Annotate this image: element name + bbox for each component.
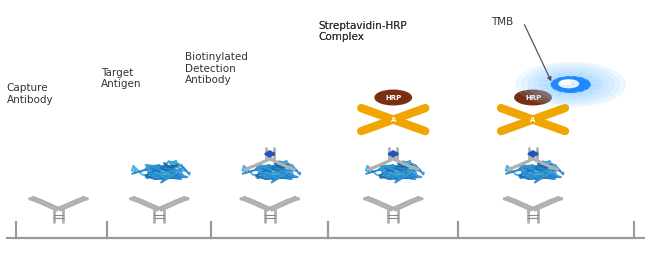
Polygon shape bbox=[528, 151, 538, 157]
Text: A: A bbox=[391, 116, 396, 123]
Circle shape bbox=[534, 70, 608, 99]
Polygon shape bbox=[388, 151, 398, 157]
Text: Target
Antigen: Target Antigen bbox=[101, 68, 141, 89]
Circle shape bbox=[385, 116, 401, 123]
Text: Streptavidin-HRP
Complex: Streptavidin-HRP Complex bbox=[318, 21, 407, 42]
Text: HRP: HRP bbox=[525, 94, 541, 101]
Circle shape bbox=[545, 74, 596, 95]
Circle shape bbox=[540, 72, 602, 97]
Circle shape bbox=[561, 81, 571, 84]
Text: TMB: TMB bbox=[491, 17, 513, 27]
Circle shape bbox=[559, 80, 578, 88]
Text: HRP: HRP bbox=[385, 94, 402, 101]
Text: Biotinylated
Detection
Antibody: Biotinylated Detection Antibody bbox=[185, 52, 248, 85]
Text: Streptavidin-HRP
Complex: Streptavidin-HRP Complex bbox=[318, 21, 407, 42]
Circle shape bbox=[551, 77, 590, 92]
Text: Capture
Antibody: Capture Antibody bbox=[6, 83, 53, 105]
Circle shape bbox=[375, 90, 411, 105]
Circle shape bbox=[522, 65, 619, 104]
Circle shape bbox=[525, 116, 541, 123]
Circle shape bbox=[516, 63, 625, 106]
Text: A: A bbox=[530, 116, 536, 123]
Circle shape bbox=[528, 67, 614, 102]
Circle shape bbox=[515, 90, 551, 105]
Polygon shape bbox=[265, 151, 275, 157]
